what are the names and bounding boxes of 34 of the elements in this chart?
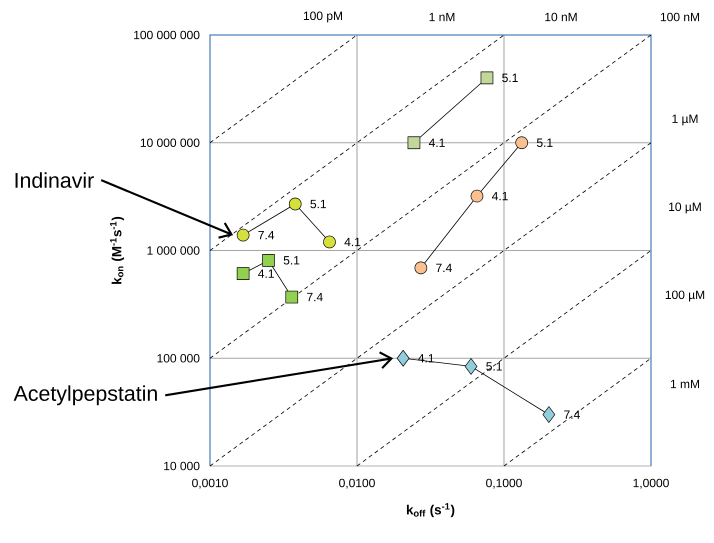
annotation: 4.1 (492, 192, 508, 200)
text: 100 µM (666, 290, 704, 302)
y-tick-label: 1 000 000 (147, 246, 200, 255)
x-axis-title: k$_{off}$ (s$^{-1}$) (406, 503, 454, 518)
annotation: 5.1 (486, 362, 502, 371)
annotation: 5.1 (536, 138, 553, 147)
annotation: 4.1 (428, 138, 445, 147)
text: 1 nM (430, 12, 454, 22)
annotation: 7.4 (564, 410, 580, 419)
x-tick-label: 0,1000 (486, 478, 522, 489)
annotation: 5.1 (284, 256, 300, 265)
x-tick-label: 1,0000 (634, 478, 669, 489)
y-axis-title: k$_{on}$ (M$^{-1}$s$^{-1}$) (110, 216, 124, 284)
y-tick-label: 10 000 (164, 462, 200, 470)
text: Indinavir (16, 172, 94, 188)
annotation: 5.1 (502, 74, 518, 82)
text: Acetylpepstatin (14, 385, 157, 406)
y-tick-label: 10 000 000 (140, 138, 200, 148)
annotation: 4.1 (258, 270, 274, 278)
annotation: 4.1 (344, 238, 360, 246)
text: 100 pM (304, 12, 342, 22)
annotation: 7.4 (258, 230, 274, 240)
x-tick-label: 0,0100 (339, 478, 375, 489)
y-tick-label: 100 000 000 (134, 30, 200, 40)
text: 100 nM (660, 12, 700, 22)
text: 1 mM (670, 380, 700, 388)
text: 10 nM (545, 12, 577, 22)
y-tick-label: 100 000 (157, 354, 200, 363)
annotation: 7.4 (436, 264, 452, 272)
annotation: 7.4 (307, 292, 323, 302)
annotation: 5.1 (310, 200, 326, 208)
text: 10 µM (669, 202, 701, 214)
text: 1 µM (672, 114, 698, 126)
x-tick-label: 0,0010 (192, 478, 228, 489)
